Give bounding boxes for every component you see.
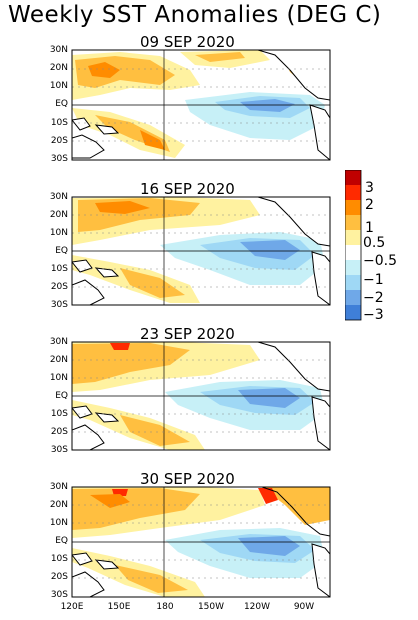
colorbar-label: −2 xyxy=(363,290,384,306)
lat-label: 30N xyxy=(49,192,68,202)
lat-label: EQ xyxy=(55,536,68,546)
map-panel-1 xyxy=(72,50,330,160)
colorbar-label: 0.5 xyxy=(363,235,386,251)
colorbar-swatch xyxy=(345,260,361,275)
lat-label: 30S xyxy=(50,445,68,455)
colorbar-swatch xyxy=(345,185,361,200)
lat-label: 20S xyxy=(50,282,68,292)
lat-label: 10S xyxy=(50,118,68,128)
lat-label: 30S xyxy=(50,300,68,310)
colorbar xyxy=(345,170,362,321)
panel-title-1: 09 SEP 2020 xyxy=(140,33,235,51)
lat-label: 10S xyxy=(50,554,68,564)
colorbar-swatch xyxy=(345,275,361,290)
panel-title-4: 30 SEP 2020 xyxy=(140,470,235,488)
colorbar-label: −1 xyxy=(363,272,384,288)
lat-label: EQ xyxy=(55,246,68,256)
colorbar-swatch xyxy=(345,245,361,260)
lat-label: 30N xyxy=(49,482,68,492)
lat-label: 30N xyxy=(49,45,68,55)
colorbar-swatch xyxy=(345,170,361,185)
lat-label: 20N xyxy=(49,500,68,510)
lat-label: 10S xyxy=(50,264,68,274)
lat-label: 30S xyxy=(50,154,68,164)
lat-label: 30S xyxy=(50,590,68,600)
figure-title: Weekly SST Anomalies (DEG C) xyxy=(8,2,382,28)
lat-label: 10N xyxy=(49,81,68,91)
colorbar-swatch xyxy=(345,215,361,230)
colorbar-swatch xyxy=(345,305,361,320)
lon-label: 120W xyxy=(243,602,271,612)
lon-label: 120E xyxy=(60,602,84,612)
lat-label: 20S xyxy=(50,136,68,146)
map-panel-2 xyxy=(72,197,330,305)
lat-label: 10N xyxy=(49,518,68,528)
lat-label: 20N xyxy=(49,210,68,220)
lat-label: 20N xyxy=(49,355,68,365)
colorbar-label: 2 xyxy=(365,197,374,213)
colorbar-label: −3 xyxy=(363,307,384,323)
lat-label: 30N xyxy=(49,337,68,347)
lat-label: 20N xyxy=(49,63,68,73)
panel-title-2: 16 SEP 2020 xyxy=(140,180,235,198)
lat-label: 20S xyxy=(50,427,68,437)
lat-label: 10S xyxy=(50,409,68,419)
lon-label: 150W xyxy=(197,602,225,612)
colorbar-swatch xyxy=(345,230,361,245)
lat-label: 10N xyxy=(49,228,68,238)
colorbar-label: 1 xyxy=(365,220,374,236)
colorbar-swatch xyxy=(345,200,361,215)
colorbar-swatch xyxy=(345,290,361,305)
lon-label: 90W xyxy=(293,602,315,612)
lat-label: EQ xyxy=(55,99,68,109)
lat-label: 10N xyxy=(49,373,68,383)
lat-label: 20S xyxy=(50,572,68,582)
colorbar-label: −0.5 xyxy=(363,253,397,269)
map-panel-3 xyxy=(72,342,330,450)
panel-title-3: 23 SEP 2020 xyxy=(140,325,235,343)
lon-label: 150E xyxy=(107,602,131,612)
map-panel-4 xyxy=(72,487,330,597)
lat-label: EQ xyxy=(55,391,68,401)
colorbar-label: 3 xyxy=(365,180,374,196)
lon-label: 180 xyxy=(156,602,174,612)
